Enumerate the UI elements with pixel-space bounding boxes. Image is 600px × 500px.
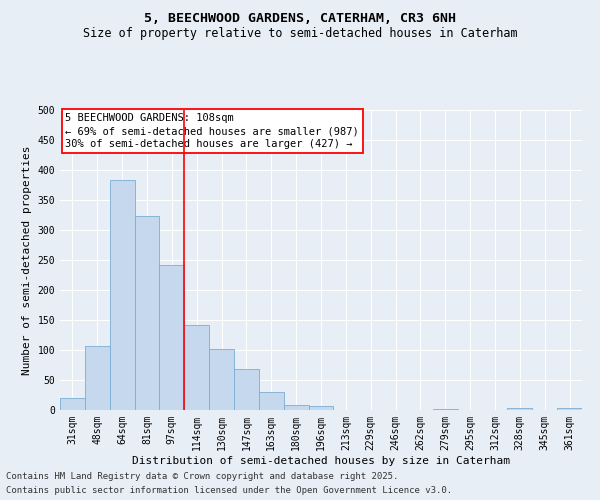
Bar [134, 216, 160, 410]
X-axis label: Distribution of semi-detached houses by size in Caterham: Distribution of semi-detached houses by … [132, 456, 510, 466]
Bar [234, 369, 259, 410]
Text: Contains public sector information licensed under the Open Government Licence v3: Contains public sector information licen… [6, 486, 452, 495]
Text: 5 BEECHWOOD GARDENS: 108sqm
← 69% of semi-detached houses are smaller (987)
30% : 5 BEECHWOOD GARDENS: 108sqm ← 69% of sem… [65, 113, 359, 150]
Bar [284, 404, 308, 410]
Bar [259, 392, 284, 410]
Bar [557, 408, 582, 410]
Text: Size of property relative to semi-detached houses in Caterham: Size of property relative to semi-detach… [83, 28, 517, 40]
Y-axis label: Number of semi-detached properties: Number of semi-detached properties [22, 145, 32, 375]
Bar [308, 406, 334, 410]
Text: 5, BEECHWOOD GARDENS, CATERHAM, CR3 6NH: 5, BEECHWOOD GARDENS, CATERHAM, CR3 6NH [144, 12, 456, 26]
Bar [110, 180, 134, 410]
Bar [209, 350, 234, 410]
Bar [184, 325, 209, 410]
Bar [508, 408, 532, 410]
Bar [60, 398, 85, 410]
Bar [85, 346, 110, 410]
Bar [160, 265, 184, 410]
Text: Contains HM Land Registry data © Crown copyright and database right 2025.: Contains HM Land Registry data © Crown c… [6, 472, 398, 481]
